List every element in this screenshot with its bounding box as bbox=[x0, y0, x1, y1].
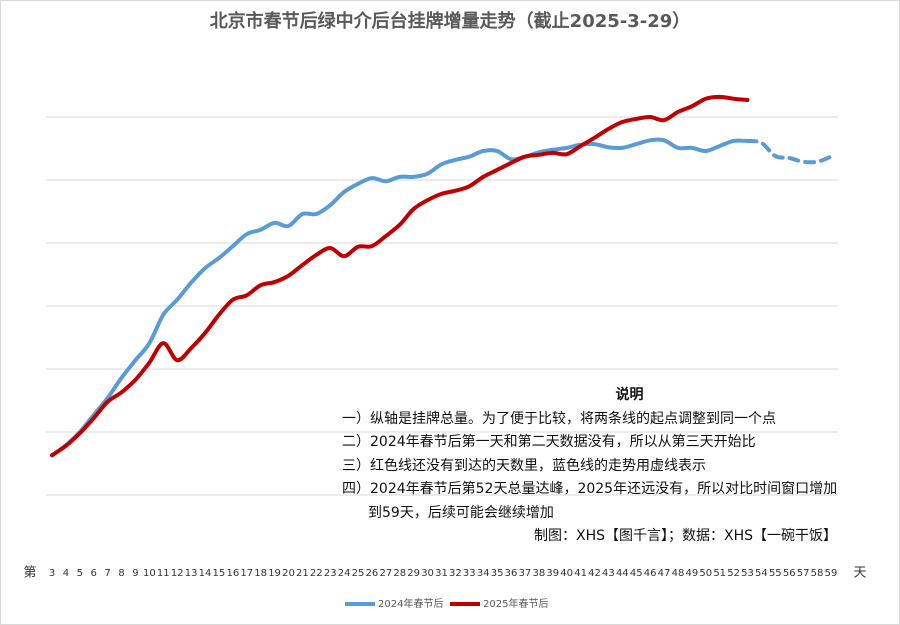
x-tick-label: 39 bbox=[546, 568, 559, 579]
x-tick-label: 24 bbox=[338, 568, 351, 579]
x-tick-label: 58 bbox=[811, 568, 824, 579]
x-axis-start: 第 bbox=[23, 566, 36, 581]
note-line: 二）2024年春节后第一天和第二天数据没有，所以从第三天开始比 bbox=[342, 434, 756, 450]
line bbox=[50, 137, 750, 458]
x-tick-label: 40 bbox=[560, 568, 573, 579]
x-tick-label: 41 bbox=[574, 568, 587, 579]
x-tick-label: 37 bbox=[519, 568, 532, 579]
x-tick-label: 54 bbox=[755, 568, 768, 579]
chart-title: 北京市春节后绿中介后台挂牌增量走势（截止2025-3-29） bbox=[210, 10, 691, 32]
x-tick-label: 22 bbox=[310, 568, 323, 579]
x-tick-label: 16 bbox=[226, 568, 239, 579]
x-tick-label: 13 bbox=[185, 568, 198, 579]
note-credit: 制图：XHS【图千言】；数据：XHS【一碗干饭】 bbox=[533, 528, 837, 544]
x-tick-label: 7 bbox=[104, 568, 110, 579]
legend-label: 2024年春节后 bbox=[378, 597, 443, 610]
x-tick-label: 56 bbox=[783, 568, 796, 579]
x-tick-label: 57 bbox=[797, 568, 810, 579]
x-tick-label: 11 bbox=[157, 568, 170, 579]
x-tick-label: 5 bbox=[77, 568, 83, 579]
x-tick-label: 32 bbox=[449, 568, 462, 579]
x-tick-label: 50 bbox=[699, 568, 712, 579]
line bbox=[50, 94, 750, 458]
x-tick-label: 6 bbox=[91, 568, 97, 579]
x-tick-label: 42 bbox=[588, 568, 601, 579]
x-tick-label: 17 bbox=[240, 568, 253, 579]
x-tick-label: 47 bbox=[658, 568, 671, 579]
note: 说明 一）纵轴是挂牌总量。为了便于比较，将两条线的起点调整到同一个点 二）202… bbox=[342, 384, 847, 549]
x-tick-label: 53 bbox=[741, 568, 754, 579]
x-tick-label: 8 bbox=[118, 568, 124, 579]
x-tick-label: 30 bbox=[421, 568, 434, 579]
x-tick-label: 59 bbox=[825, 568, 838, 579]
x-tick-label: 51 bbox=[713, 568, 726, 579]
x-tick-label: 35 bbox=[491, 568, 504, 579]
x-tick-label: 14 bbox=[199, 568, 212, 579]
x-tick-label: 28 bbox=[393, 568, 406, 579]
x-tick-label: 49 bbox=[685, 568, 698, 579]
x-tick-label: 44 bbox=[616, 568, 629, 579]
x-tick-label: 38 bbox=[532, 568, 545, 579]
x-tick-label: 12 bbox=[171, 568, 184, 579]
x-tick-label: 19 bbox=[268, 568, 281, 579]
x-tick-label: 18 bbox=[254, 568, 267, 579]
x-tick-label: 3 bbox=[49, 568, 55, 579]
note-title: 说明 bbox=[615, 387, 644, 403]
x-tick-label: 9 bbox=[132, 568, 138, 579]
x-tick-label: 21 bbox=[296, 568, 309, 579]
line-dashed bbox=[745, 138, 833, 165]
x-tick-label: 52 bbox=[727, 568, 740, 579]
x-tick-label: 31 bbox=[435, 568, 448, 579]
x-tick-label: 15 bbox=[213, 568, 226, 579]
x-tick-label: 48 bbox=[672, 568, 685, 579]
x-axis-end: 天 bbox=[853, 566, 866, 581]
x-tick-label: 29 bbox=[407, 568, 420, 579]
x-tick-label: 20 bbox=[282, 568, 295, 579]
note-line: 四）2024年春节后第52天总量达峰，2025年还远没有，所以对比时间窗口增加到… bbox=[342, 481, 838, 521]
x-tick-label: 27 bbox=[379, 568, 392, 579]
x-tick-label: 10 bbox=[143, 568, 156, 579]
x-tick-label: 23 bbox=[324, 568, 337, 579]
x-tick-label: 34 bbox=[477, 568, 490, 579]
legend-label: 2025年春节后 bbox=[483, 597, 548, 610]
x-tick-label: 4 bbox=[63, 568, 69, 579]
x-tick-label: 26 bbox=[366, 568, 379, 579]
x-tick-label: 46 bbox=[644, 568, 657, 579]
x-tick-label: 45 bbox=[630, 568, 643, 579]
x-tick-label: 33 bbox=[463, 568, 476, 579]
x-tick-label: 43 bbox=[602, 568, 615, 579]
x-tick-label: 36 bbox=[505, 568, 518, 579]
x-tick-label: 25 bbox=[352, 568, 365, 579]
note-line: 三）红色线还没有到达的天数里，蓝色线的走势用虚线表示 bbox=[342, 457, 706, 474]
x-tick-label: 55 bbox=[769, 568, 782, 579]
note-line: 一）纵轴是挂牌总量。为了便于比较，将两条线的起点调整到同一个点 bbox=[342, 410, 776, 427]
